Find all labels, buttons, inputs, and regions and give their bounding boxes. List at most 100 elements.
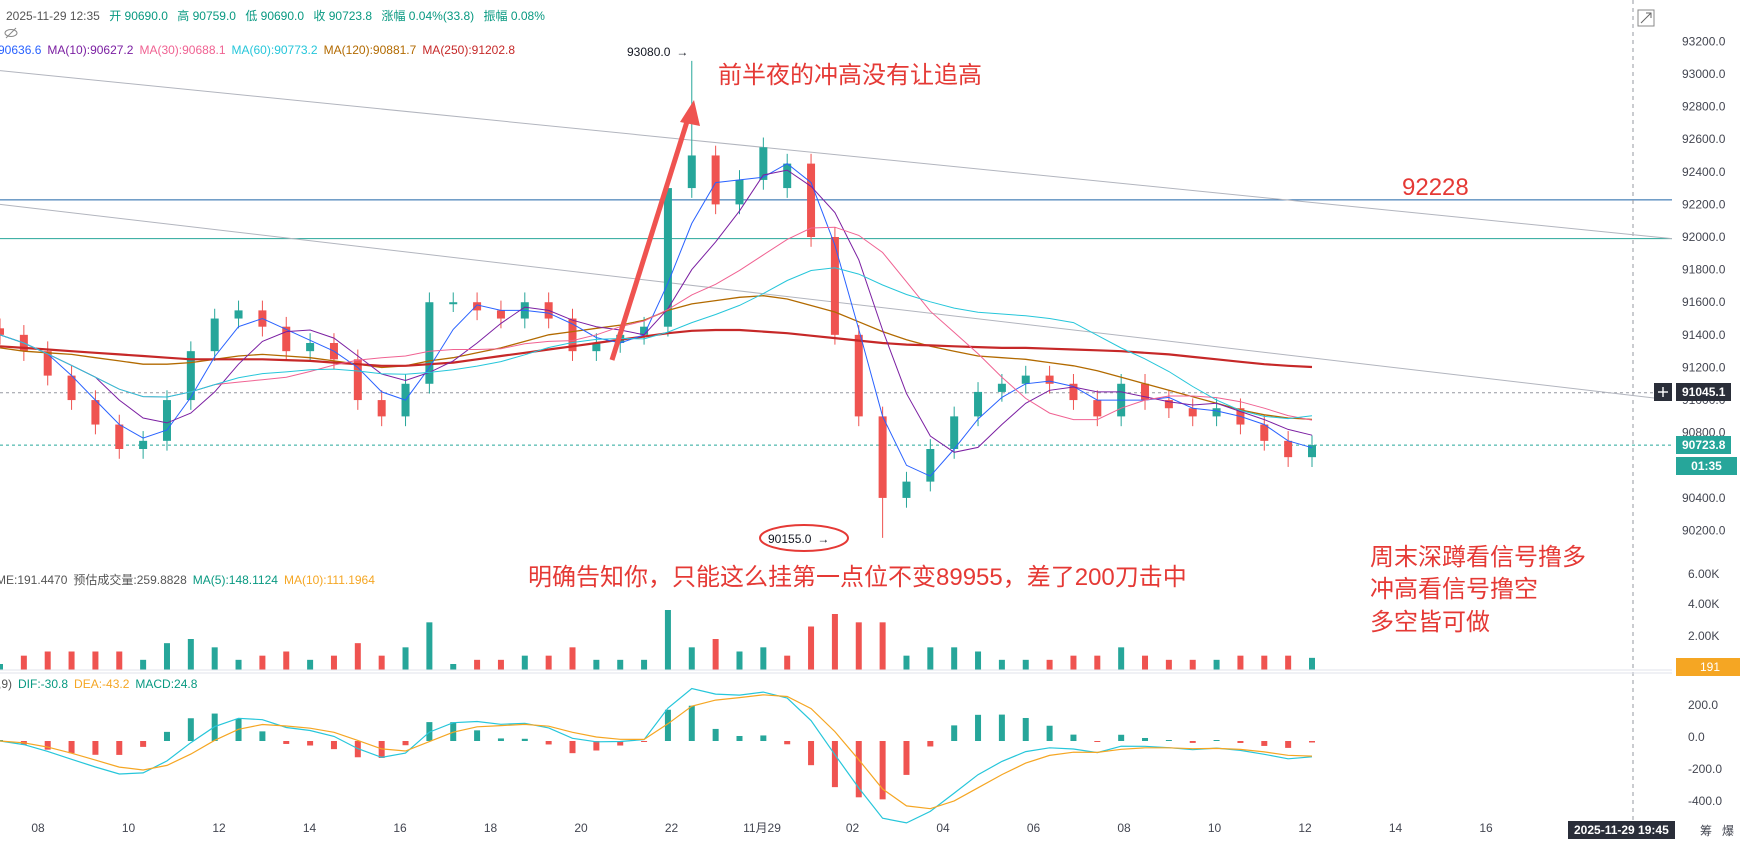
macd-histogram-bar [44,741,51,750]
macd-histogram-bar [1213,740,1220,741]
candle-body [353,359,362,401]
macd-histogram-bar [1165,740,1172,741]
time-tick-label: 10 [122,821,136,835]
volume-bar [1070,655,1077,670]
macd-histogram-bar [140,741,147,747]
macd-histogram-bar [927,741,934,747]
macd-panel [0,687,1315,824]
volume-bar [1237,655,1244,670]
volume-bar [1022,659,1029,670]
macd-histogram-bar [736,735,743,741]
candle-body [974,391,983,417]
corner-label-1[interactable]: 筹 [1700,824,1713,838]
ohlc-header: 2025-11-29 12:35 开 90690.0 高 90759.0 低 9… [6,7,551,24]
macd-histogram-bar [879,741,886,800]
red-arrow-shaft [609,111,693,361]
macd-histogram-bar [235,718,242,741]
price-tag-current: 90723.8 [1676,436,1732,454]
volume-bar [569,647,576,670]
annotation-right: 周末深蹲看信号撸多 冲高看信号撸空 多空皆可做 [1370,542,1586,639]
volume-bar [1046,659,1053,670]
macd-histogram-bar [163,731,170,741]
volume-legend-item-3: MA(10):111.1964 [283,573,375,587]
macd-histogram-bar [688,705,695,741]
candle-body [234,310,243,319]
macd-dea-line [0,694,1313,810]
candle-body [282,326,291,352]
macd-histogram-bar [664,709,671,741]
volume-bar [831,614,838,670]
macd-dif-line [0,687,1313,824]
candles [0,60,1316,538]
volume-bar [163,643,170,670]
candle-body [759,147,768,180]
add-level-plus-icon[interactable] [1654,383,1672,401]
time-tick-label: 06 [1027,821,1041,835]
chart-grid [0,0,1672,820]
volume-legend-item-1: 预估成交量:259.8828 [73,573,187,587]
corner-label-2[interactable]: 爆 [1722,824,1735,838]
time-tick-label: 14 [1389,821,1403,835]
candle-body [568,318,577,352]
candle-body [67,375,76,401]
time-tick-label: 18 [484,821,498,835]
candle-body [807,163,816,237]
price-axis: 93200.0 93000.0 92800.0 92600.0 92400.0 92200… [1682,34,1726,808]
macd-histogram-bar [497,738,504,741]
candle-body [1045,375,1054,384]
candle-body [926,449,935,482]
macd-histogram-bar [1046,725,1053,741]
volume-bar [211,647,218,670]
macd-histogram-bar [1022,717,1029,741]
candle-body [91,400,100,425]
ma-line [0,328,1313,369]
volume-bar [140,659,147,670]
volume-bar [259,655,266,670]
macd-histogram-bar [808,741,815,766]
volume-bar [0,664,3,670]
macd-histogram-bar [975,714,982,741]
volume-tick-label: 6.00K [1688,567,1719,581]
high-marker-arrow: → [676,45,689,59]
volume-tag: 191 [1676,658,1740,676]
volume-bar [378,655,385,670]
candle-body [854,334,863,417]
volume-bar [593,659,600,670]
macd-histogram-bar [617,741,624,746]
candle-body [950,416,959,449]
annotation-right-line-2: 冲高看信号撸空 [1370,576,1538,604]
red-arrow-head [680,100,700,126]
price-tick-label: 90400.0 [1682,491,1726,505]
candle-body [0,328,4,335]
eye-hide-icon[interactable] [4,26,18,39]
volume-bar [450,664,457,670]
ma-short-line-1 [0,169,1313,453]
volume-bar [1309,657,1315,670]
volume-bar [426,622,433,670]
candle-body [592,343,601,352]
candle-body [186,351,195,401]
volume-legend-item-0: ME:191.4470 [0,573,68,587]
macd-histogram-bar [92,741,99,755]
candle-body [830,237,839,335]
macd-histogram-bar [1142,737,1149,741]
volume-bar [1118,647,1125,670]
time-axis: 081012141618202211月29020406081012141618 [31,821,1583,835]
macd-legend: ,9) DIF:-30.8 DEA:-43.2 MACD:24.8 [0,677,203,691]
volume-bar [903,655,910,670]
volume-bar [20,655,27,670]
volume-bar [927,647,934,670]
macd-legend-item-2: DEA:-43.2 [74,677,130,691]
fullscreen-icon[interactable] [1636,8,1656,28]
time-tick-label: 14 [303,821,317,835]
high-marker-value: 93080.0 [627,45,671,59]
macd-histogram-bar [283,741,290,744]
macd-histogram-bar [1309,741,1315,743]
ma-line [0,295,1313,421]
volume-bar [1261,655,1268,670]
annotation-right-line-3: 多空皆可做 [1370,608,1490,636]
time-tick-label: 12 [1298,821,1312,835]
candle-body [663,188,672,327]
candle-body [1212,408,1221,417]
